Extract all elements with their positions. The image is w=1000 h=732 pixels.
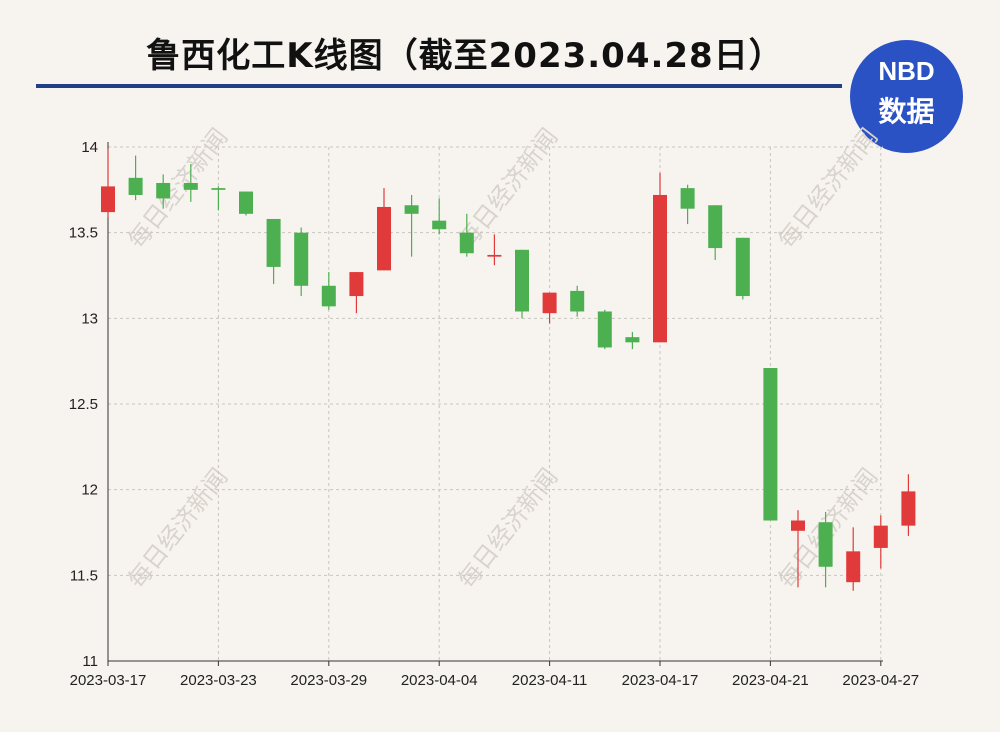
candle-body bbox=[763, 368, 778, 521]
logo-line-1: NBD bbox=[878, 56, 935, 86]
candle-body bbox=[901, 491, 916, 526]
candle-body bbox=[515, 249, 529, 312]
y-tick-label: 11 bbox=[82, 653, 98, 670]
candle-body bbox=[542, 292, 557, 314]
chart-title: 鲁西化工K线图（截至2023.04.28日） bbox=[146, 36, 784, 76]
x-tick-label: 2023-03-17 bbox=[70, 672, 147, 689]
candle-body bbox=[432, 220, 447, 230]
x-tick-label: 2023-04-17 bbox=[622, 672, 699, 689]
candle-body bbox=[487, 254, 502, 257]
candle-body bbox=[156, 182, 171, 199]
y-tick-label: 12.5 bbox=[69, 396, 98, 413]
candle-body bbox=[239, 191, 253, 214]
x-tick-label: 2023-03-29 bbox=[290, 672, 367, 689]
candle-body bbox=[101, 186, 115, 213]
y-tick-label: 11.5 bbox=[70, 567, 98, 584]
candle bbox=[873, 515, 888, 569]
candle bbox=[432, 198, 447, 235]
nbd-data-logo: NBD 数据 bbox=[850, 40, 963, 153]
watermark-text: 每日经济新闻 bbox=[123, 463, 234, 594]
candle-body bbox=[735, 237, 750, 297]
candle bbox=[128, 155, 143, 201]
candle bbox=[625, 332, 640, 350]
y-tick-label: 14 bbox=[81, 139, 98, 156]
candle-body bbox=[625, 337, 640, 343]
y-tick-label: 12 bbox=[81, 482, 98, 499]
candle bbox=[846, 527, 861, 591]
candle bbox=[459, 213, 474, 257]
y-tick-label: 13 bbox=[81, 310, 98, 327]
candle-body bbox=[653, 194, 667, 343]
candle bbox=[542, 292, 557, 324]
candle bbox=[239, 191, 253, 216]
candle-body bbox=[846, 551, 861, 583]
axes bbox=[107, 142, 883, 666]
candle-body bbox=[818, 522, 833, 567]
watermarks: 每日经济新闻每日经济新闻每日经济新闻每日经济新闻每日经济新闻每日经济新闻 bbox=[123, 123, 884, 594]
candle-body bbox=[294, 232, 309, 286]
y-tick-label: 13.5 bbox=[69, 225, 98, 242]
logo-line-2: 数据 bbox=[878, 95, 935, 128]
candle bbox=[570, 285, 585, 317]
candle-body bbox=[597, 311, 612, 348]
candle bbox=[156, 174, 171, 209]
candles bbox=[101, 148, 916, 591]
title-underline bbox=[36, 84, 842, 88]
x-tick-labels: 2023-03-17 2023-03-23 2023-03-29 2023-04-04… bbox=[70, 672, 920, 689]
candle bbox=[101, 148, 115, 218]
candle-body bbox=[266, 218, 281, 267]
candle-body bbox=[680, 188, 695, 209]
x-tick-label: 2023-04-11 bbox=[512, 672, 588, 689]
y-tick-labels: 11 11.5 12 12.5 13 13.5 14 bbox=[69, 139, 98, 670]
candle bbox=[404, 194, 419, 257]
x-tick-label: 2023-04-21 bbox=[732, 672, 809, 689]
candle bbox=[487, 234, 502, 266]
candle-body bbox=[459, 232, 474, 254]
x-tick-label: 2023-04-27 bbox=[842, 672, 919, 689]
candle-body bbox=[791, 520, 805, 531]
candle-body bbox=[321, 285, 336, 307]
candle bbox=[735, 237, 750, 300]
candle bbox=[377, 188, 391, 271]
candle bbox=[294, 227, 309, 297]
candle bbox=[183, 164, 198, 202]
candle bbox=[901, 474, 916, 536]
candle-body bbox=[873, 525, 888, 548]
candle bbox=[597, 309, 612, 350]
candle bbox=[653, 172, 667, 343]
candle-body bbox=[211, 188, 226, 190]
candle bbox=[266, 218, 281, 285]
x-tick-label: 2023-04-04 bbox=[401, 672, 478, 689]
candle bbox=[349, 272, 364, 314]
candle bbox=[680, 184, 695, 225]
candle-body bbox=[349, 272, 364, 297]
candle bbox=[818, 511, 833, 588]
candle bbox=[791, 510, 805, 588]
candle-body bbox=[708, 205, 723, 249]
candle-body bbox=[570, 290, 585, 312]
candle-body bbox=[404, 205, 419, 214]
candle-body bbox=[183, 182, 198, 190]
candle bbox=[763, 368, 778, 521]
x-tick-label: 2023-03-23 bbox=[180, 672, 257, 689]
watermark-text: 每日经济新闻 bbox=[453, 463, 564, 594]
candle bbox=[321, 272, 336, 310]
candle bbox=[211, 186, 226, 211]
candle bbox=[515, 249, 529, 319]
watermark-text: 每日经济新闻 bbox=[773, 123, 884, 254]
candle-body bbox=[377, 206, 391, 271]
candle bbox=[708, 205, 723, 261]
candle-body bbox=[128, 177, 143, 195]
